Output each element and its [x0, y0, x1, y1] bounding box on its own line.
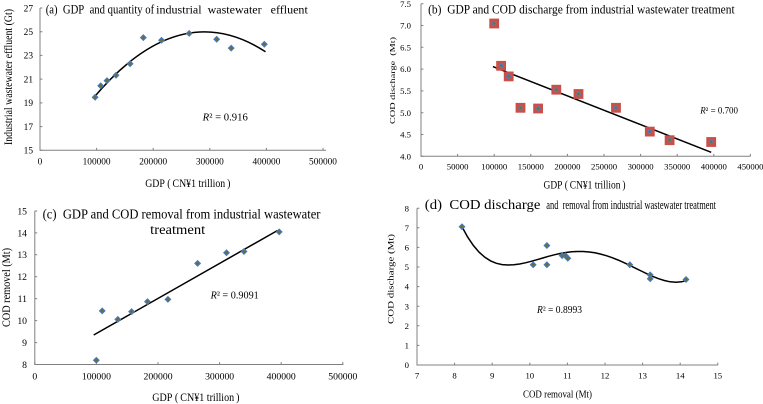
svg-text:10: 10 — [525, 370, 534, 380]
svg-text:14: 14 — [676, 370, 685, 380]
svg-text:350000: 350000 — [664, 162, 691, 172]
svg-text:300000: 300000 — [205, 372, 234, 383]
svg-text:50000: 50000 — [447, 162, 469, 172]
svg-text:13: 13 — [17, 250, 27, 261]
svg-text:150000: 150000 — [518, 162, 545, 172]
svg-text:500000: 500000 — [309, 157, 337, 167]
svg-text:400000: 400000 — [267, 372, 296, 383]
svg-text:19: 19 — [24, 99, 34, 109]
svg-text:R² = 0.9091: R² = 0.9091 — [210, 291, 259, 302]
svg-text:500000: 500000 — [328, 372, 357, 383]
svg-text:0: 0 — [38, 157, 43, 167]
svg-text:4.5: 4.5 — [400, 130, 411, 140]
svg-text:R² = 0.916: R² = 0.916 — [202, 113, 248, 124]
svg-text:23: 23 — [24, 52, 34, 62]
svg-text:6.0: 6.0 — [400, 64, 412, 74]
svg-text:COD removel (Mt): COD removel (Mt) — [0, 248, 13, 327]
svg-text:400000: 400000 — [252, 157, 280, 167]
svg-text:7.0: 7.0 — [400, 21, 412, 31]
svg-text:15: 15 — [17, 206, 27, 217]
svg-text:industrial wastewater efflu: industrial wastewater effluent — [156, 3, 308, 17]
svg-text:200000: 200000 — [139, 157, 167, 167]
svg-text:15: 15 — [24, 147, 34, 157]
svg-text:3: 3 — [405, 301, 409, 311]
svg-text:7: 7 — [405, 223, 410, 233]
svg-text:Industrial wastewater effluent: Industrial wastewater effluent (Gt) — [1, 9, 15, 145]
svg-text:(b) GDP and COD discharge fro: (b) GDP and COD discharge from industria… — [428, 2, 735, 17]
svg-text:8: 8 — [22, 360, 27, 371]
svg-text:8: 8 — [405, 203, 410, 213]
svg-text:6.5: 6.5 — [400, 42, 411, 52]
svg-text:27: 27 — [24, 4, 34, 14]
svg-text:GDP ( CN¥1 trillion ): GDP ( CN¥1 trillion ) — [145, 176, 230, 190]
svg-text:R² = 0.700: R² = 0.700 — [699, 105, 738, 115]
svg-text:25: 25 — [24, 28, 34, 38]
svg-text:6: 6 — [405, 243, 410, 253]
svg-text:400000: 400000 — [701, 162, 728, 172]
svg-text:5.0: 5.0 — [400, 108, 412, 118]
svg-text:and removal from industrial w: and removal from industrial wastewater t… — [546, 198, 716, 212]
svg-text:7: 7 — [415, 370, 420, 380]
svg-text:10: 10 — [17, 316, 27, 327]
svg-text:100000: 100000 — [83, 157, 111, 167]
svg-text:21: 21 — [24, 75, 34, 85]
svg-text:11: 11 — [18, 294, 27, 305]
svg-text:(d) COD discharge: (d) COD discharge — [425, 198, 541, 213]
svg-text:5: 5 — [405, 262, 409, 272]
svg-text:12: 12 — [17, 272, 27, 283]
svg-text:300000: 300000 — [196, 157, 224, 167]
svg-text:13: 13 — [638, 370, 647, 380]
svg-text:15: 15 — [713, 370, 722, 380]
svg-text:14: 14 — [17, 228, 27, 239]
svg-text:5.5: 5.5 — [400, 86, 411, 96]
svg-text:2: 2 — [405, 321, 409, 331]
svg-text:250000: 250000 — [591, 162, 618, 172]
svg-text:200000: 200000 — [554, 162, 581, 172]
svg-text:17: 17 — [24, 123, 34, 133]
svg-text:9: 9 — [490, 370, 494, 380]
svg-text:(c) GDP and COD removal from: (c) GDP and COD removal from industrial … — [43, 207, 321, 222]
svg-text:8: 8 — [452, 370, 457, 380]
svg-text:GDP ( CN¥1 trillion ): GDP ( CN¥1 trillion ) — [544, 177, 626, 191]
svg-text:0: 0 — [419, 162, 424, 172]
svg-text:450000: 450000 — [737, 162, 763, 172]
svg-text:4.0: 4.0 — [400, 151, 412, 161]
svg-text:COD discharge (Mt): COD discharge (Mt) — [388, 37, 396, 124]
svg-text:GDP ( CN¥1 trillion ): GDP ( CN¥1 trillion ) — [152, 390, 239, 404]
svg-text:COD discharge (Mt): COD discharge (Mt) — [387, 234, 396, 324]
svg-text:0: 0 — [405, 360, 410, 370]
svg-text:4: 4 — [405, 282, 410, 292]
svg-text:0: 0 — [32, 372, 37, 383]
svg-text:7.5: 7.5 — [400, 0, 411, 9]
svg-text:12: 12 — [601, 370, 610, 380]
svg-text:COD removal (Mt): COD removal (Mt) — [523, 389, 592, 401]
svg-text:100000: 100000 — [82, 372, 111, 383]
svg-text:treatment: treatment — [150, 223, 205, 238]
svg-text:1: 1 — [405, 341, 409, 351]
svg-text:R² = 0.8993: R² = 0.8993 — [536, 305, 582, 316]
svg-text:100000: 100000 — [481, 162, 508, 172]
svg-text:11: 11 — [563, 370, 571, 380]
svg-text:200000: 200000 — [143, 372, 172, 383]
svg-text:(a) GDP and quantity of: (a) GDP and quantity of — [46, 2, 155, 17]
svg-text:9: 9 — [22, 338, 27, 349]
svg-text:300000: 300000 — [628, 162, 655, 172]
